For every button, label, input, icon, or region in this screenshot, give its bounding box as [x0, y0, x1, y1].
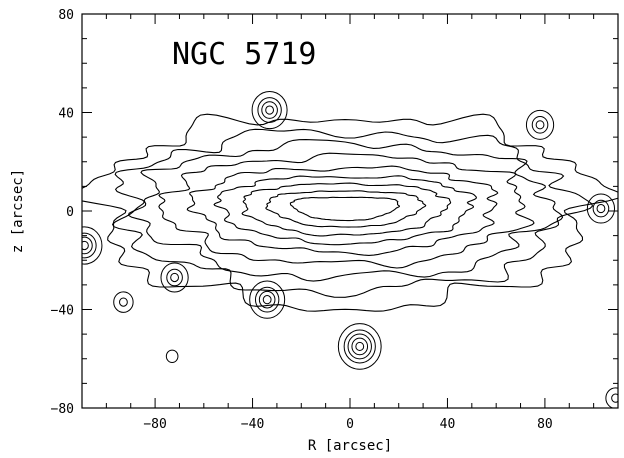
isophote-contour	[82, 113, 618, 312]
source-contour	[337, 323, 382, 370]
axis-ticks	[81, 13, 619, 409]
source-contour	[249, 280, 286, 319]
source-contour	[251, 90, 288, 130]
x-tick-label: −80	[143, 417, 166, 432]
source-contour	[265, 105, 275, 115]
contour-lines	[82, 90, 618, 408]
x-tick-label: 80	[537, 417, 553, 432]
source-contour	[160, 262, 189, 293]
source-contour	[113, 291, 134, 313]
source-contour	[611, 393, 618, 403]
source-contour	[170, 272, 179, 283]
y-tick-label: −80	[51, 402, 74, 417]
source-contour	[605, 387, 618, 408]
y-axis-label: z [arcsec]	[10, 169, 26, 253]
isophote-contour	[186, 165, 499, 256]
y-tick-label: −40	[51, 304, 74, 319]
source-contour	[82, 226, 103, 265]
source-contour	[586, 193, 616, 224]
source-contour	[355, 341, 365, 352]
isophote-contour	[158, 152, 535, 269]
x-tick-labels: −80 −40 0 40 80	[143, 417, 552, 432]
isophote-contour	[127, 139, 564, 282]
source-contour	[347, 333, 372, 360]
source-contour	[82, 240, 89, 251]
source-contour	[82, 236, 93, 255]
x-tick-label: 40	[440, 417, 456, 432]
source-contour	[343, 329, 376, 364]
source-contour	[257, 97, 282, 123]
source-contour	[351, 337, 369, 356]
source-contour	[119, 297, 128, 307]
y-tick-label: 40	[58, 107, 74, 122]
source-contour	[82, 232, 97, 259]
isophote-contour	[265, 190, 427, 228]
source-contour	[525, 109, 555, 140]
source-contour	[596, 203, 606, 214]
isophote-contour	[213, 175, 477, 246]
isophote-contour	[111, 128, 594, 298]
y-tick-labels: −80 −40 0 40 80	[51, 8, 74, 417]
x-tick-label: 0	[346, 417, 354, 432]
x-tick-label: −40	[241, 417, 264, 432]
chart-title: NGC 5719	[172, 37, 317, 72]
y-tick-label: 80	[58, 8, 74, 23]
source-contour	[592, 199, 610, 218]
x-axis-label: R [arcsec]	[308, 438, 392, 454]
source-contour	[165, 349, 179, 363]
source-contour	[531, 116, 549, 134]
isophote-contour	[289, 196, 401, 222]
source-contour	[262, 295, 272, 305]
source-contour	[535, 120, 545, 130]
source-contour	[258, 290, 276, 309]
source-contour	[254, 286, 280, 313]
source-contour	[261, 101, 278, 119]
isophote-contour	[241, 182, 452, 237]
y-tick-label: 0	[66, 205, 74, 220]
source-contour	[166, 268, 183, 287]
